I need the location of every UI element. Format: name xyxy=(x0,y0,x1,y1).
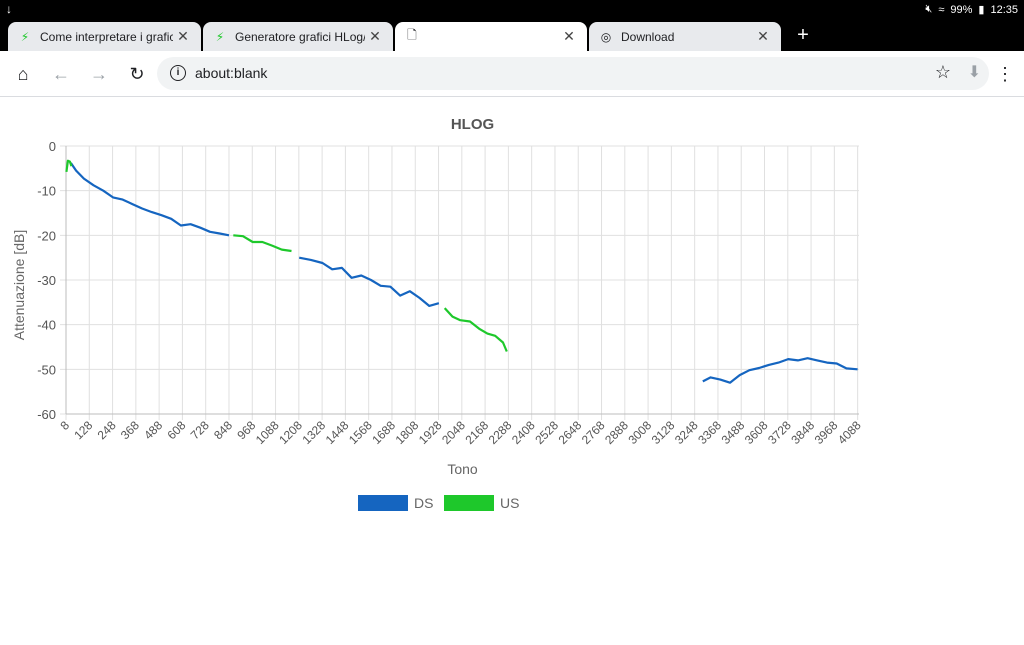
x-tick-label: 2408 xyxy=(509,418,538,447)
reload-icon[interactable]: ↻ xyxy=(129,64,145,84)
x-tick-label: 1808 xyxy=(393,418,422,447)
x-tick-label: 2528 xyxy=(532,418,561,447)
y-tick-label: -10 xyxy=(37,184,56,199)
new-tab-button[interactable]: + xyxy=(797,24,809,46)
x-tick-label: 2888 xyxy=(602,418,631,447)
x-tick-label: 3848 xyxy=(788,418,817,447)
x-tick-label: 2288 xyxy=(486,418,515,447)
mute-icon: 🔇︎ xyxy=(925,3,933,15)
chart-title: HLOG xyxy=(451,116,494,133)
legend-swatch xyxy=(358,495,408,511)
close-icon[interactable]: ✕ xyxy=(177,28,189,44)
status-icons: 🔇︎ ≈ 99% ▮ 12:35 xyxy=(925,3,1018,16)
x-tick-label: 2048 xyxy=(439,418,468,447)
x-tick-label: 728 xyxy=(188,418,212,442)
chart-area: 8 128 248 368 488 608 728 848 968 1088 1208 1328 144… xyxy=(0,98,1024,640)
x-tick-label: 3968 xyxy=(812,418,841,447)
tab-download[interactable]: ◎ Download ✕ xyxy=(589,22,781,51)
x-tick-label: 128 xyxy=(71,418,95,442)
legend-label: US xyxy=(500,495,519,511)
series-line-ds xyxy=(702,357,858,384)
series-line-ds xyxy=(69,162,230,237)
close-icon[interactable]: ✕ xyxy=(369,28,381,44)
x-tick-label: 608 xyxy=(164,418,188,442)
y-tick-label: -20 xyxy=(37,228,56,243)
legend-swatch xyxy=(444,495,494,511)
blank-page-icon: 🗋︎ xyxy=(407,28,417,42)
download-page-icon[interactable]: ⬇︎ xyxy=(967,64,981,81)
x-tick-label: 1688 xyxy=(369,418,398,447)
home-icon[interactable]: ⌂ xyxy=(17,64,29,84)
clock: 12:35 xyxy=(990,3,1018,16)
x-tick-label: 488 xyxy=(141,418,165,442)
status-bar: ↓ 🔇︎ ≈ 99% ▮ 12:35 xyxy=(0,0,1024,20)
tab-label: Come interpretare i grafici HLog xyxy=(40,29,173,44)
x-tick-label: 2768 xyxy=(579,418,608,447)
x-tick-label: 8 xyxy=(57,418,72,433)
y-tick-label: -40 xyxy=(37,318,56,333)
y-tick-label: -30 xyxy=(37,273,56,288)
x-tick-label: 3488 xyxy=(719,418,748,447)
tab-label: Download xyxy=(621,29,675,44)
x-tick-label: 3008 xyxy=(625,418,654,447)
back-icon[interactable]: ← xyxy=(52,64,70,84)
bolt-icon: ⚡︎ xyxy=(215,29,225,44)
y-tick-label: -50 xyxy=(37,362,56,377)
forward-icon[interactable]: → xyxy=(90,64,108,84)
close-icon[interactable]: ✕ xyxy=(563,28,575,44)
x-tick-label: 2168 xyxy=(462,418,491,447)
tab-hlog-guide[interactable]: ⚡︎ Come interpretare i grafici HLog ✕ xyxy=(8,22,201,51)
x-tick-label: 3368 xyxy=(695,418,724,447)
series-line-us xyxy=(233,234,292,253)
x-tick-label: 1928 xyxy=(416,418,445,447)
x-tick-label: 1328 xyxy=(299,418,328,447)
download-icon: ↓ xyxy=(6,2,12,16)
y-tick-label: 0 xyxy=(49,139,56,154)
x-tick-label: 1448 xyxy=(323,418,352,447)
series-line-ds xyxy=(298,256,440,307)
bolt-icon: ⚡︎ xyxy=(20,29,30,44)
x-tick-label: 368 xyxy=(118,418,142,442)
browser-toolbar: ⌂ ← → ↻ i about:blank ☆ ⬇︎ ⋮ xyxy=(0,51,1024,97)
info-icon[interactable]: i xyxy=(170,65,186,81)
tab-label: Generatore grafici HLog/QLN xyxy=(235,29,365,44)
x-tick-label: 3608 xyxy=(742,418,771,447)
x-tick-label: 248 xyxy=(95,418,119,442)
address-bar[interactable]: i about:blank ☆ ⬇︎ xyxy=(157,57,989,90)
x-tick-label: 1568 xyxy=(346,418,375,447)
wifi-icon: ≈ xyxy=(938,3,945,16)
x-tick-label: 2648 xyxy=(556,418,585,447)
x-tick-label: 3248 xyxy=(672,418,701,447)
menu-icon[interactable]: ⋮ xyxy=(996,64,1014,84)
tab-blank[interactable]: 🗋︎ ✕ xyxy=(395,22,587,51)
x-tick-label: 1208 xyxy=(276,418,305,447)
battery-percent: 99% xyxy=(950,3,973,16)
tab-strip: ⚡︎ Come interpretare i grafici HLog ✕ ⚡︎… xyxy=(0,20,1024,51)
x-tick-label: 3128 xyxy=(649,418,678,447)
chrome-icon: ◎ xyxy=(600,29,612,44)
tab-hlog-generator[interactable]: ⚡︎ Generatore grafici HLog/QLN ✕ xyxy=(203,22,393,51)
legend-label: DS xyxy=(414,495,433,511)
series-line-us xyxy=(65,159,73,173)
x-tick-label: 1088 xyxy=(253,418,282,447)
x-axis-label: Tono xyxy=(447,461,478,477)
star-icon[interactable]: ☆ xyxy=(934,62,951,82)
y-axis-label: Attenuazione [dB] xyxy=(11,230,27,341)
battery-icon: ▮ xyxy=(978,4,985,16)
x-tick-label: 848 xyxy=(211,418,235,442)
x-tick-label: 4088 xyxy=(835,418,864,447)
x-tick-label: 3728 xyxy=(765,418,794,447)
y-tick-label: -60 xyxy=(37,407,56,422)
hlog-chart: 8 128 248 368 488 608 728 848 968108812081328144… xyxy=(11,116,864,511)
close-icon[interactable]: ✕ xyxy=(757,28,769,44)
url-text[interactable]: about:blank xyxy=(195,65,268,81)
series-line-us xyxy=(443,307,508,352)
